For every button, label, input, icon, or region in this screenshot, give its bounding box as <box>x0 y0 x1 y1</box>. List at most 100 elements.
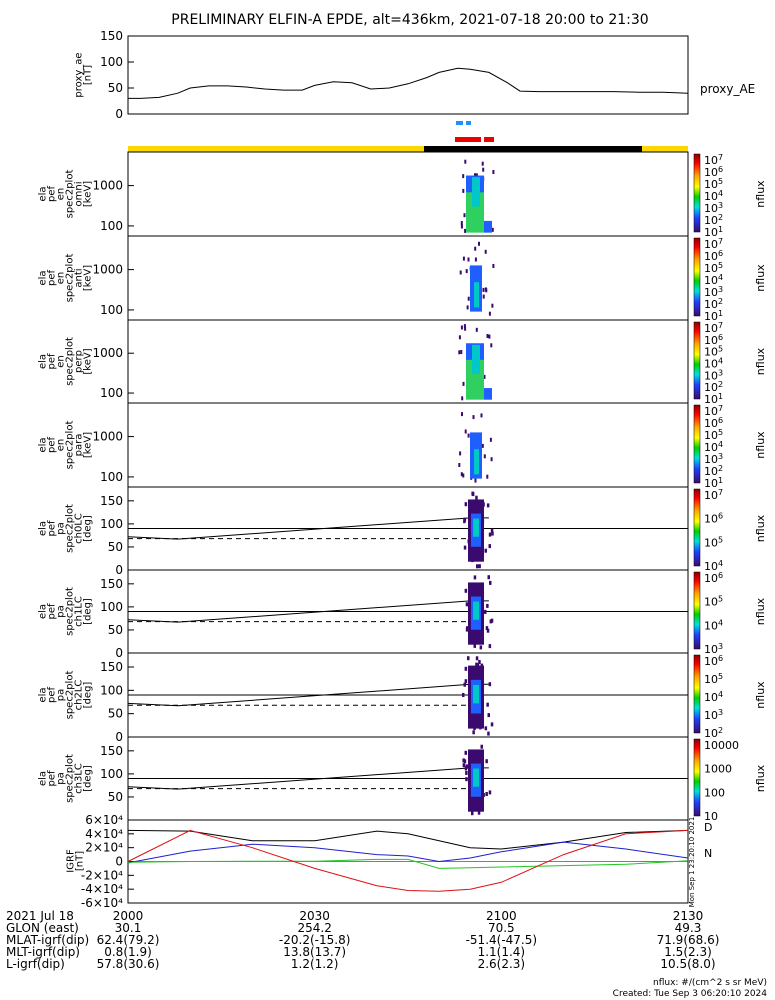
panel-omni-ylabel-line-3: spec2plot <box>65 170 76 219</box>
panel-ch0LC-flux-peak <box>473 518 479 537</box>
panel-omni-low-px-12 <box>462 188 465 193</box>
panel-perp-colorbar-label: nflux <box>754 347 767 375</box>
panel-anti-ylabel-line-5: [keV] <box>83 265 94 291</box>
panel-perp-colorbar-tick-1: 106 <box>704 333 723 347</box>
panel-anti-ylabel-line-1: pef <box>47 270 58 287</box>
panel-anti-low-px-0 <box>466 305 469 310</box>
panel-para-colorbar-tick-4: 103 <box>704 452 723 466</box>
panel-perp-colorbar-tick-2: 105 <box>704 345 723 359</box>
state-bar-yellow-right <box>642 146 688 152</box>
ae-series-line <box>128 67 689 99</box>
panel-omni-low-px-6 <box>481 161 484 166</box>
panel-omni-flux-peak <box>472 177 480 207</box>
panel-ch2LC-ylabel-line-3: spec2plot <box>65 671 76 720</box>
panel-anti-low-px-7 <box>482 287 485 292</box>
footer-value: 71.9(68.6) <box>656 933 720 947</box>
panel-perp-low-px-12 <box>464 326 467 331</box>
panel-perp-frame <box>127 319 689 404</box>
panel-ch1LC-y-tick-0: 150 <box>100 577 123 591</box>
panel-omni-low-px-13 <box>492 170 495 174</box>
panel-anti-colorbar-tick-3: 104 <box>704 273 723 287</box>
panel-ch2LC-ylabel-line-2: pa <box>56 689 67 701</box>
panel-para-colorbar-label: nflux <box>754 431 767 459</box>
panel-ch2LC-y-tick-1: 100 <box>100 683 123 697</box>
panel-ch3LC-flux-peak <box>473 768 479 787</box>
panel-para-colorbar-tick-1: 106 <box>704 416 723 430</box>
footer-row-label: MLT-igrf(dip) <box>6 945 80 959</box>
panel-para-frame <box>127 402 689 488</box>
footer-value: 57.8(30.6) <box>96 957 160 971</box>
panel-ch0LC-low-px-0 <box>478 564 481 569</box>
igrf-legend-n: N <box>704 847 712 860</box>
panel-ch1LC-ylabel-line-1: pef <box>47 603 58 620</box>
panel-anti-low-px-21 <box>482 294 485 299</box>
units-note: nflux: #/(cm^2 s sr MeV) <box>653 978 767 988</box>
panel-ch3LC-ylabel-line-2: pa <box>56 772 67 784</box>
panel-ch3LC-low-px-21 <box>485 759 488 764</box>
panel-para-colorbar-tick-3: 104 <box>704 440 723 454</box>
orbit-state-bar <box>128 121 688 152</box>
igrf-y-tick-2: 2×10⁴ <box>85 841 123 855</box>
panel-para-colorbar-tick-5: 102 <box>704 464 723 478</box>
panel-ch1LC-low-px-21 <box>466 626 469 631</box>
panel-para-flux-peak <box>474 449 479 475</box>
panel-perp-ylabel-line-4: perp <box>74 350 85 373</box>
panel-perp-colorbar-tick-0: 107 <box>704 321 723 335</box>
panel-para-colorbar <box>693 404 701 484</box>
panel-ch2LC-low-px-26 <box>487 713 490 718</box>
panel-anti-low-px-5 <box>474 246 477 251</box>
panel-para-ylabel-line-5: [keV] <box>83 432 94 458</box>
panel-ch3LC-y-tick-0: 150 <box>100 744 123 758</box>
panel-para-low-px-6 <box>483 454 486 459</box>
panel-anti-colorbar-tick-1: 106 <box>704 249 723 263</box>
panel-ch3LC-colorbar-tick-2: 100 <box>704 786 725 799</box>
panel-perp-ylabel-line-2: en <box>56 355 67 368</box>
panel-omni-low-px-10 <box>464 159 467 164</box>
footer-value: 0.8(1.9) <box>104 945 152 959</box>
panel-omni-ylabel-line-1: pef <box>47 186 58 203</box>
panel-para-y-tick-1: 100 <box>100 470 123 484</box>
science-marker-red-2 <box>484 137 494 142</box>
panel-ch3LC-low-px-6 <box>462 758 465 763</box>
panel-ch0LC-y-tick-3: 0 <box>115 563 123 577</box>
panel-omni-low-px-8 <box>482 167 485 172</box>
panel-ch0LC-low-px-15 <box>463 519 466 524</box>
panel-ch1LC-flux-peak <box>473 601 479 620</box>
panel-ch2LC-colorbar-tick-0: 106 <box>704 654 723 668</box>
panel-perp-flux-peak <box>472 344 480 374</box>
panel-anti-low-px-14 <box>467 296 470 301</box>
science-marker-blue-2 <box>466 121 471 125</box>
footer-value: 49.3 <box>674 921 702 935</box>
panel-perp-low-px-9 <box>483 374 486 379</box>
panel-ch2LC-low-px-3 <box>484 726 488 731</box>
panel-ch3LC-colorbar-tick-1: 1000 <box>704 763 732 776</box>
panel-perp-ylabel-line-3: spec2plot <box>65 337 76 386</box>
panel-omni-y-tick-1: 100 <box>100 219 123 233</box>
panel-omni-low-px-7 <box>475 173 478 178</box>
footer-value: 2.6(2.3) <box>477 957 526 971</box>
panel-anti-low-px-8 <box>492 264 495 268</box>
igrf-series-black <box>127 829 689 850</box>
panel-para-low-px-16 <box>481 443 484 448</box>
panel-anti-ylabel-line-0: ela <box>38 270 49 285</box>
panel-anti-low-px-17 <box>484 287 487 292</box>
panel-ch1LC-low-px-10 <box>488 644 492 649</box>
panel-ch0LC-ylabel-line-3: spec2plot <box>65 504 76 553</box>
panel-ch0LC-low-px-9 <box>476 564 479 569</box>
igrf-y-tick-5: -4×10⁴ <box>81 882 123 896</box>
panel-omni-frame <box>127 151 689 237</box>
panel-perp-low-px-3 <box>461 396 464 401</box>
footer-value: 1.2(1.2) <box>290 957 339 971</box>
panel-perp-low-px-8 <box>458 335 461 340</box>
igrf-y-tick-0: 6×10⁴ <box>85 813 123 827</box>
panel-ch0LC-low-px-22 <box>488 532 492 537</box>
panel-anti-colorbar-tick-0: 107 <box>704 237 723 251</box>
footer-row: MLT-igrf(dip) 0.8(1.9) 13.8(13.7) 1.1(1.4) 1… <box>0 946 775 958</box>
panel-para-low-px-7 <box>467 433 470 438</box>
panel-ch3LC-colorbar-tick-0: 10000 <box>704 739 739 752</box>
panel-ch0LC-low-px-20 <box>486 503 490 508</box>
footer-row: MLAT-igrf(dip) 62.4(79.2) -20.2(-15.8) -51.… <box>0 934 775 946</box>
panel-anti-low-px-18 <box>478 241 480 246</box>
panel-perp-low-px-7 <box>490 343 493 348</box>
